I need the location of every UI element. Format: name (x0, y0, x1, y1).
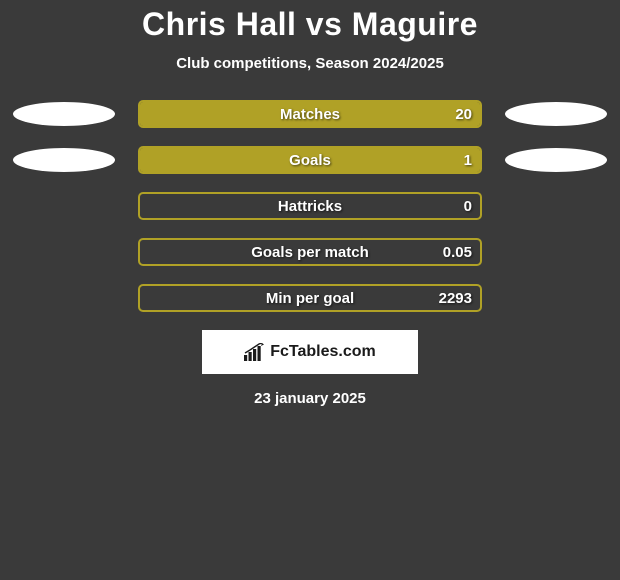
stat-bar: Matches 20 (138, 100, 482, 128)
stat-bar: Goals per match 0.05 (138, 238, 482, 266)
stat-label: Goals per match (251, 244, 369, 261)
stat-label: Min per goal (266, 290, 354, 307)
logo-text: FcTables.com (270, 343, 376, 361)
stat-row: Matches 20 (0, 100, 620, 128)
bar-text-layer: Goals per match 0.05 (140, 240, 480, 264)
stat-right-value: 0 (464, 198, 472, 215)
page-title: Chris Hall vs Maguire (0, 6, 620, 43)
stat-bar: Hattricks 0 (138, 192, 482, 220)
page-subtitle: Club competitions, Season 2024/2025 (0, 55, 620, 72)
infographic-container: Chris Hall vs Maguire Club competitions,… (0, 0, 620, 407)
player-ellipse-right (505, 148, 607, 172)
bar-text-layer: Hattricks 0 (140, 194, 480, 218)
stat-row: Min per goal 2293 (0, 284, 620, 312)
stat-rows: Matches 20 Goals 1 Hattricks 0 Goals per match… (0, 100, 620, 312)
left-ellipse-slot (8, 102, 120, 126)
stat-label: Matches (280, 106, 340, 123)
stat-right-value: 1 (464, 152, 472, 169)
bar-text-layer: Matches 20 (140, 102, 480, 126)
stat-row: Goals 1 (0, 146, 620, 174)
player-ellipse-right (505, 102, 607, 126)
stat-label: Goals (289, 152, 331, 169)
logo-box[interactable]: FcTables.com (202, 330, 418, 374)
stat-bar: Goals 1 (138, 146, 482, 174)
bar-text-layer: Goals 1 (140, 148, 480, 172)
stat-bar: Min per goal 2293 (138, 284, 482, 312)
right-ellipse-slot (500, 102, 612, 126)
stat-label: Hattricks (278, 198, 342, 215)
stat-right-value: 0.05 (443, 244, 472, 261)
date-label: 23 january 2025 (0, 390, 620, 407)
stat-row: Hattricks 0 (0, 192, 620, 220)
bar-text-layer: Min per goal 2293 (140, 286, 480, 310)
right-ellipse-slot (500, 148, 612, 172)
stat-right-value: 2293 (439, 290, 472, 307)
left-ellipse-slot (8, 148, 120, 172)
player-ellipse-left (13, 102, 115, 126)
stat-right-value: 20 (455, 106, 472, 123)
chart-icon (244, 343, 266, 361)
player-ellipse-left (13, 148, 115, 172)
stat-row: Goals per match 0.05 (0, 238, 620, 266)
